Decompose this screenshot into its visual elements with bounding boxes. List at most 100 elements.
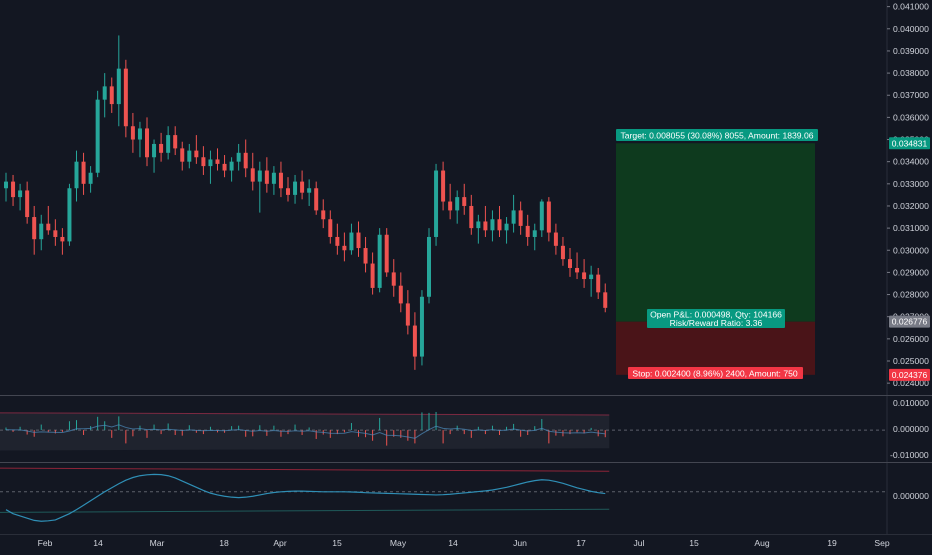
candle-body <box>589 274 594 280</box>
time-label: Jul <box>634 538 645 548</box>
candle-body <box>483 221 488 231</box>
candle-body <box>328 219 333 237</box>
target-label[interactable]: Target: 0.008055 (30.08%) 8055, Amount: … <box>616 129 818 141</box>
price-tick-label: 0.034000 <box>893 157 929 167</box>
price-tick-label: 0.039000 <box>893 46 929 56</box>
candle-body <box>546 201 551 233</box>
oscillator-2-line[interactable] <box>5 473 606 522</box>
target-zone[interactable] <box>616 143 815 322</box>
candle-body <box>412 325 417 357</box>
candle-body <box>46 223 51 231</box>
time-label: Mar <box>150 538 165 548</box>
candle-body <box>603 292 608 308</box>
candle-body <box>278 172 283 189</box>
price-axis[interactable]: 0.041000 0.040000 0.039000 0.038000 0.037000… <box>887 2 929 388</box>
price-tick-label: 0.041000 <box>893 2 929 12</box>
candle-body <box>215 159 220 164</box>
candle-body <box>60 236 65 242</box>
candle-body <box>469 205 474 229</box>
time-label: 17 <box>576 538 586 548</box>
candle-body <box>511 210 516 224</box>
candle-body <box>370 263 375 288</box>
stop-zone[interactable] <box>616 321 815 375</box>
candle-series[interactable] <box>4 35 608 370</box>
open-pnl-text: Open P&L: 0.000498, Qty: 104166 <box>650 310 782 320</box>
osc1-tick-label: 0.010000 <box>893 398 929 408</box>
price-tick-label: 0.030000 <box>893 245 929 255</box>
candle-body <box>187 150 192 162</box>
candle-body <box>419 296 424 357</box>
candle-body <box>123 68 128 127</box>
candle-body <box>356 232 361 249</box>
stop-price-badge-text: 0.024376 <box>892 370 928 380</box>
candle-body <box>229 161 234 171</box>
candle-body <box>102 86 107 100</box>
stop-price-badge: 0.024376 <box>889 368 930 381</box>
stop-label[interactable]: Stop: 0.002400 (8.96%) 2400, Amount: 750 <box>628 367 803 379</box>
candle-body <box>95 99 100 173</box>
long-position-tool[interactable] <box>616 143 815 375</box>
time-axis[interactable]: Feb 14 Mar 18 Apr 15 May 14 Jun 17 Jul 1… <box>38 538 890 548</box>
candle-body <box>166 135 171 153</box>
candle-body <box>307 188 312 193</box>
candle-body <box>553 232 558 246</box>
price-tick-label: 0.029000 <box>893 267 929 277</box>
candle-body <box>145 128 149 158</box>
price-tick-label: 0.040000 <box>893 24 929 34</box>
time-label: Jun <box>513 538 527 548</box>
candle-body <box>25 190 30 218</box>
time-label: 14 <box>448 538 458 548</box>
candle-body <box>539 201 544 231</box>
candle-body <box>109 86 114 105</box>
candle-body <box>250 168 255 182</box>
candle-body <box>236 152 241 162</box>
candle-body <box>596 274 601 293</box>
price-tick-label: 0.024000 <box>893 378 929 388</box>
time-label: 19 <box>827 538 837 548</box>
time-label: Sep <box>874 538 890 548</box>
candle-body <box>363 248 368 264</box>
candle-body <box>427 236 431 297</box>
time-label: 15 <box>689 538 699 548</box>
candle-body <box>180 148 185 162</box>
time-label: May <box>390 538 407 548</box>
candle-body <box>575 267 580 273</box>
candle-body <box>518 210 523 226</box>
osc1-tick-label: -0.010000 <box>890 450 929 460</box>
candle-body <box>321 210 326 220</box>
time-label: Apr <box>273 538 287 548</box>
candle-body <box>116 68 121 105</box>
candle-body <box>159 143 164 153</box>
candle-body <box>271 172 276 184</box>
price-tick-label: 0.025000 <box>893 356 929 366</box>
oscillator-1-axis[interactable]: 0.010000 0.000000 -0.010000 <box>890 398 929 460</box>
oscillator-2-axis[interactable]: 0.000000 <box>893 491 929 501</box>
time-label: Aug <box>754 538 770 548</box>
candle-body <box>152 143 157 158</box>
osc2-tick-label: 0.000000 <box>893 491 929 501</box>
oscillator-1-band-upper <box>0 412 610 416</box>
candle-body <box>349 232 354 251</box>
candle-body <box>18 190 23 198</box>
candle-body <box>384 234 389 273</box>
candle-body <box>504 223 509 231</box>
candle-body <box>39 223 44 240</box>
candle-body <box>194 150 199 158</box>
candle-body <box>300 181 305 193</box>
candle-body <box>314 188 319 211</box>
target-price-badge: 0.034831 <box>889 137 930 150</box>
candle-body <box>222 163 227 171</box>
candle-body <box>560 245 565 260</box>
time-label: 15 <box>332 538 342 548</box>
candle-body <box>490 219 495 231</box>
candle-body <box>434 170 439 237</box>
candle-body <box>32 217 37 240</box>
open-pnl-label[interactable]: Open P&L: 0.000498, Qty: 104166 Risk/Rew… <box>647 309 785 328</box>
candle-body <box>342 245 347 251</box>
candle-body <box>568 259 572 268</box>
candle-body <box>67 188 72 242</box>
oscillator-1-signal-line[interactable] <box>5 424 606 439</box>
candle-body <box>405 303 410 326</box>
